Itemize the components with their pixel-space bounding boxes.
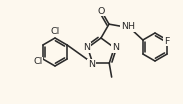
Text: N: N [112,43,119,52]
Text: O: O [97,7,105,15]
Text: Cl: Cl [33,58,42,66]
Text: N: N [83,43,90,52]
Text: Cl: Cl [50,27,60,37]
Text: NH: NH [121,22,135,31]
Text: N: N [88,60,95,69]
Text: F: F [165,37,170,46]
